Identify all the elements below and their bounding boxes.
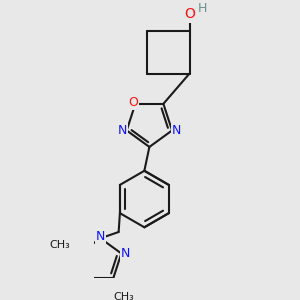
Text: CH₃: CH₃	[50, 240, 70, 250]
Text: N: N	[96, 230, 105, 243]
Text: N: N	[172, 124, 181, 137]
Text: CH₃: CH₃	[114, 292, 134, 300]
Text: N: N	[118, 124, 127, 137]
Text: O: O	[184, 8, 195, 22]
Text: H: H	[197, 2, 207, 15]
Text: N: N	[121, 247, 130, 260]
Text: O: O	[128, 96, 138, 109]
